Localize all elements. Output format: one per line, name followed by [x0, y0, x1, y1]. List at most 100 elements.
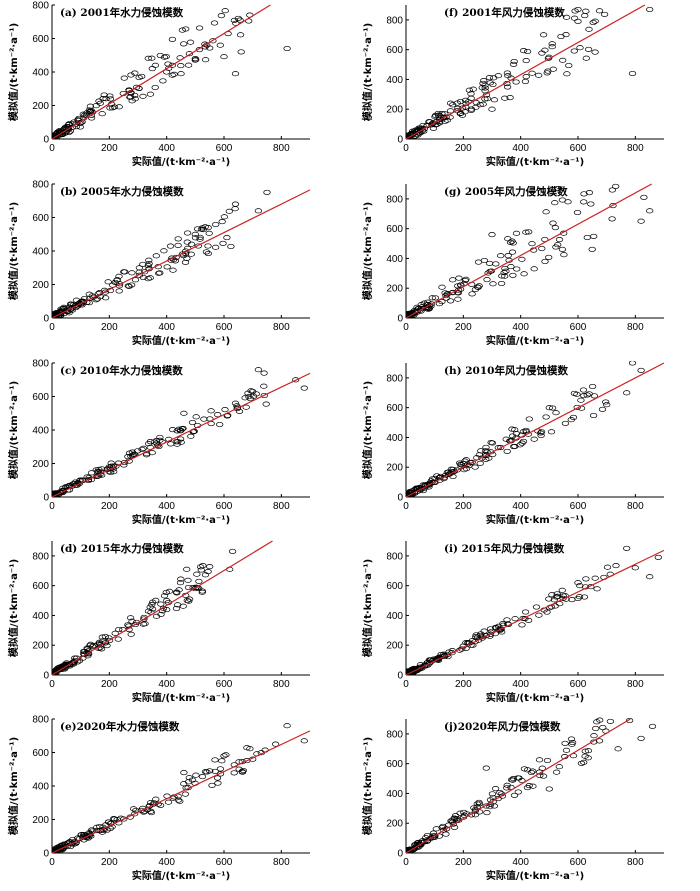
panel-title: (b) 2005年水力侵蚀模数 [60, 185, 184, 198]
data-point [152, 613, 161, 619]
data-point [128, 618, 136, 624]
data-point [545, 596, 553, 602]
data-point [567, 736, 576, 742]
data-point [573, 404, 581, 410]
data-point [474, 259, 483, 265]
data-point [149, 599, 157, 605]
data-point [191, 231, 199, 237]
data-point [63, 843, 72, 849]
data-point [95, 466, 103, 472]
data-point [174, 236, 182, 242]
data-point [541, 258, 549, 265]
data-point [461, 97, 470, 103]
y-tick-label: 0 [397, 314, 403, 325]
data-point [106, 825, 115, 832]
chart-panel-a: 0 200 400 600 800 0 200 400 600 800 (a) 2001年水力侵蚀模… [7, 1, 310, 168]
data-point [148, 450, 156, 456]
data-point [646, 208, 654, 214]
data-point [177, 576, 185, 582]
data-point [260, 392, 268, 399]
chart-panel-d: 0 200 400 600 800 0 200 400 600 800 (d) 2015年水力侵蚀模… [7, 540, 310, 704]
data-point [498, 793, 507, 799]
data-point [503, 617, 511, 623]
data-point [283, 723, 291, 729]
data-point [608, 216, 616, 222]
fit-line [51, 189, 311, 319]
data-point [214, 780, 222, 786]
data-point [193, 226, 202, 232]
data-point [420, 126, 428, 132]
data-point [512, 79, 520, 85]
data-point [65, 121, 73, 127]
chart-panel-i: 0 200 400 600 800 0 200 400 600 800 (i) 2015年风力侵蚀模… [361, 541, 665, 704]
data-point [130, 451, 138, 457]
data-point [406, 136, 410, 139]
data-point [501, 95, 509, 101]
data-point [300, 738, 308, 744]
data-point [156, 52, 164, 59]
data-point [168, 36, 177, 42]
data-point [203, 42, 211, 48]
y-tick-label: 400 [32, 68, 49, 79]
data-point [574, 595, 582, 602]
data-point [184, 62, 193, 68]
y-tick-label: 600 [32, 748, 49, 759]
data-point [231, 206, 239, 212]
data-point [205, 230, 213, 236]
x-tick-label: 600 [216, 857, 233, 868]
data-point [98, 634, 106, 640]
data-point [416, 487, 424, 493]
y-axis-label: 模拟值/(t·km⁻²·a⁻¹) [361, 381, 374, 479]
data-point [550, 597, 558, 603]
data-point [512, 230, 521, 236]
data-point [488, 232, 496, 238]
x-tick-label: 0 [403, 322, 409, 333]
data-point [637, 367, 645, 373]
data-point [522, 58, 530, 64]
data-point [543, 609, 551, 615]
x-tick-label: 200 [455, 322, 472, 333]
data-point [558, 246, 567, 252]
data-point [435, 833, 444, 839]
x-tick-label: 0 [49, 322, 55, 333]
data-point [80, 112, 89, 118]
x-tick-label: 800 [627, 857, 644, 868]
scatter-series [52, 189, 271, 318]
data-point [170, 71, 178, 77]
data-point [467, 812, 476, 818]
data-point [497, 445, 505, 451]
y-tick-label: 0 [43, 493, 49, 504]
x-tick-label: 600 [216, 143, 233, 154]
data-point [113, 277, 121, 283]
y-tick-label: 400 [386, 611, 403, 622]
data-point [139, 445, 148, 451]
data-point [510, 792, 519, 798]
data-point [196, 236, 204, 242]
data-point [589, 19, 597, 26]
data-point [140, 269, 149, 275]
data-point [195, 25, 204, 31]
data-point [151, 62, 160, 68]
data-point [138, 73, 146, 79]
data-point [646, 574, 654, 580]
chart-panel-c: 0 200 400 600 800 0 200 400 600 800 (c) 2010年水力侵蚀模… [7, 359, 311, 526]
data-point [177, 63, 185, 69]
data-point [504, 253, 512, 259]
data-point [212, 221, 220, 228]
data-point [472, 104, 480, 110]
x-tick-label: 200 [101, 501, 118, 512]
data-point [528, 70, 536, 76]
data-point [600, 11, 609, 17]
data-point [507, 777, 516, 783]
data-point [111, 630, 119, 636]
y-tick-label: 0 [43, 671, 49, 682]
data-point [489, 281, 497, 287]
data-point [156, 270, 164, 276]
data-point [581, 13, 589, 19]
data-point [107, 460, 115, 466]
data-point [561, 420, 570, 426]
data-point [245, 394, 253, 400]
data-point [494, 73, 503, 79]
data-point [475, 801, 484, 807]
data-point [524, 431, 532, 437]
